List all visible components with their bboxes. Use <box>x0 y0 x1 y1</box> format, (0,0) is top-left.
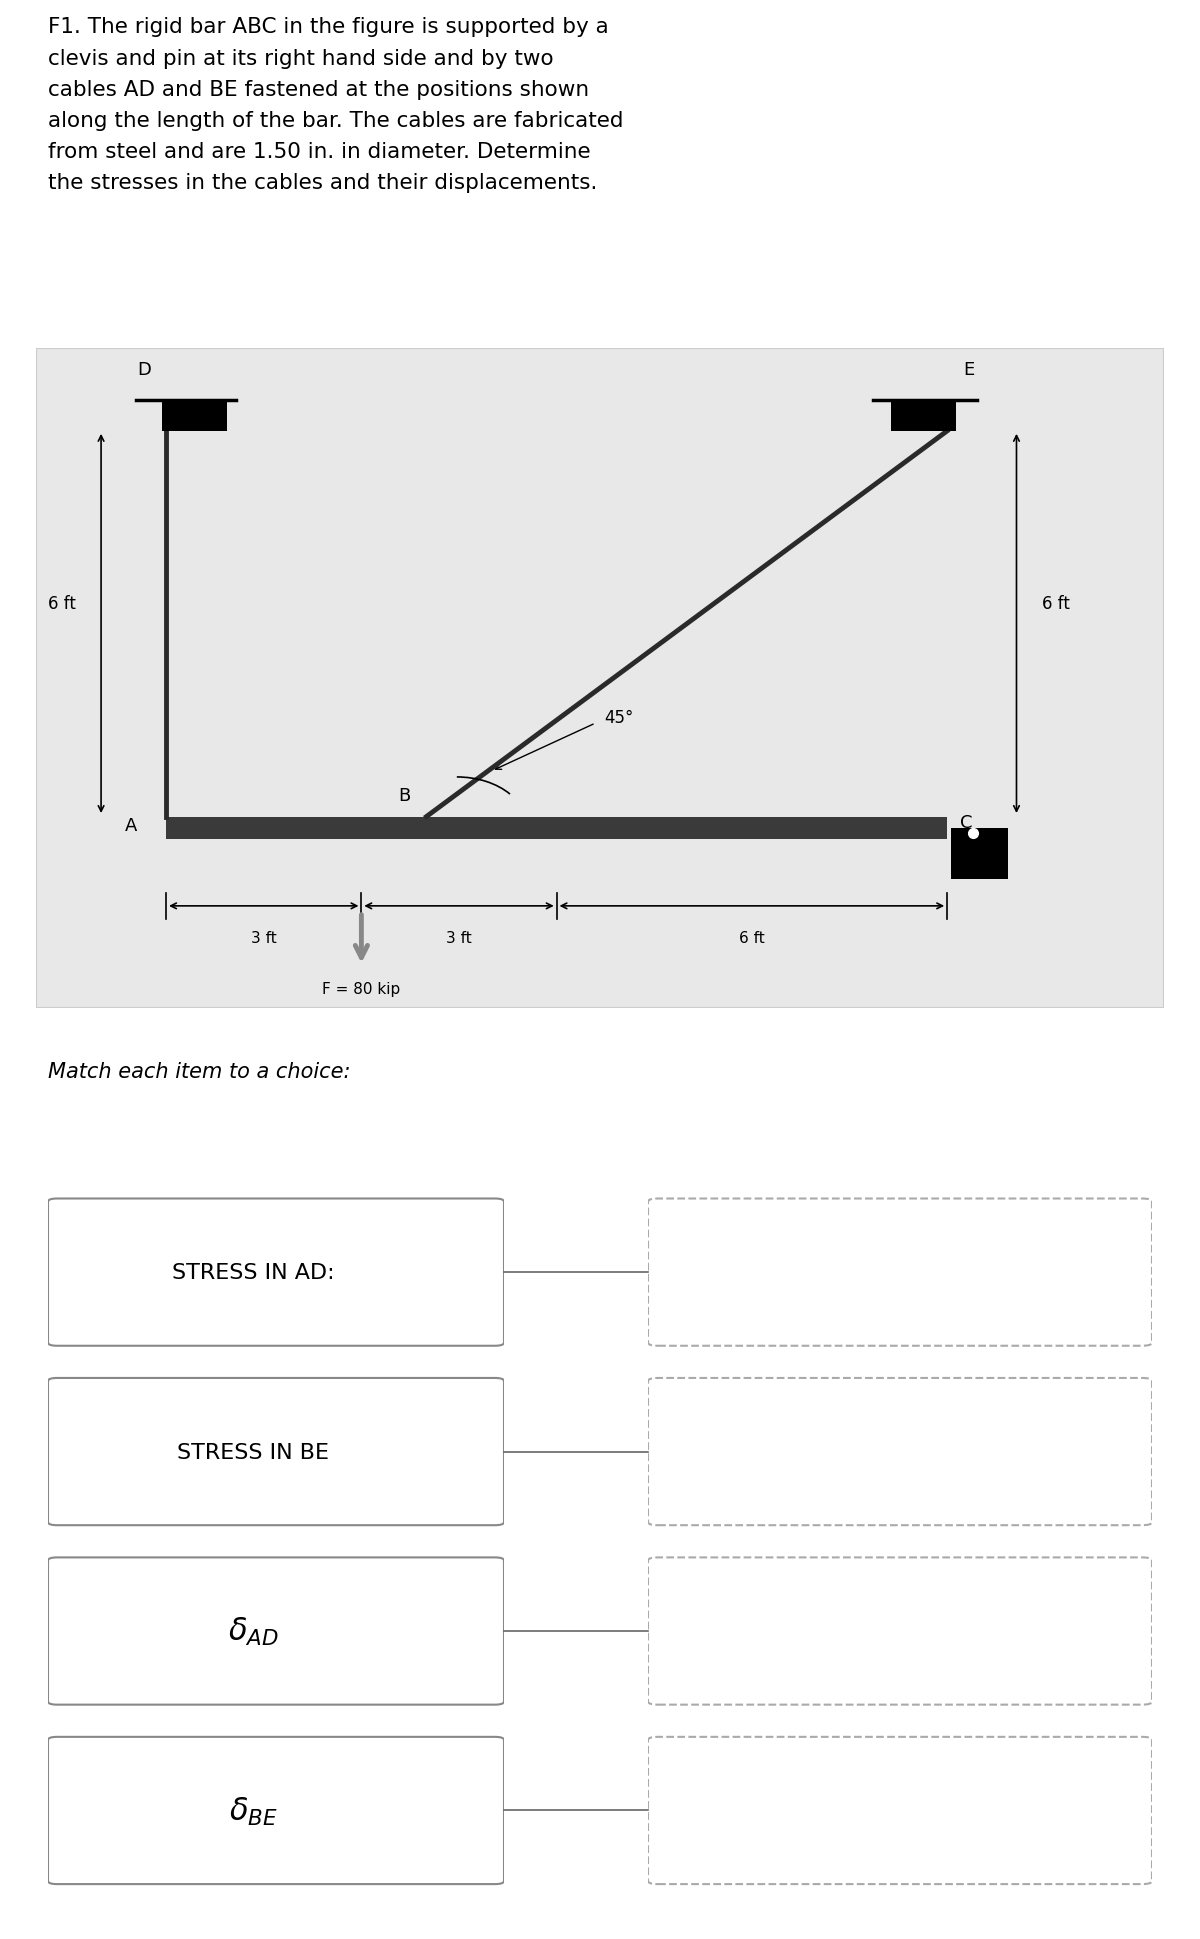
Text: STRESS IN AD:: STRESS IN AD: <box>172 1262 335 1282</box>
FancyBboxPatch shape <box>648 1379 1152 1526</box>
Text: Match each item to a choice:: Match each item to a choice: <box>48 1063 350 1082</box>
Text: 3 ft: 3 ft <box>446 931 472 946</box>
Text: A: A <box>125 816 138 834</box>
FancyBboxPatch shape <box>648 1198 1152 1346</box>
Bar <box>952 828 1008 880</box>
FancyBboxPatch shape <box>648 1737 1152 1885</box>
FancyBboxPatch shape <box>48 1379 504 1526</box>
FancyBboxPatch shape <box>48 1198 504 1346</box>
Text: STRESS IN BE: STRESS IN BE <box>178 1443 329 1462</box>
Text: C: C <box>960 814 972 832</box>
Text: $\delta_{AD}$: $\delta_{AD}$ <box>228 1615 278 1648</box>
Bar <box>166 816 947 840</box>
Text: 6 ft: 6 ft <box>1042 595 1069 613</box>
Text: 6 ft: 6 ft <box>48 595 76 613</box>
Text: D: D <box>138 361 151 378</box>
FancyBboxPatch shape <box>48 1737 504 1885</box>
Text: F = 80 kip: F = 80 kip <box>323 981 401 997</box>
FancyBboxPatch shape <box>48 1557 504 1704</box>
FancyBboxPatch shape <box>648 1557 1152 1704</box>
Text: $\delta_{BE}$: $\delta_{BE}$ <box>229 1794 277 1827</box>
Text: F1. The rigid bar ABC in the figure is supported by a
clevis and pin at its righ: F1. The rigid bar ABC in the figure is s… <box>48 17 624 194</box>
Bar <box>890 401 955 432</box>
Text: 3 ft: 3 ft <box>251 931 277 946</box>
Text: E: E <box>964 361 974 378</box>
Text: B: B <box>398 787 410 805</box>
Text: 45°: 45° <box>605 708 634 727</box>
Text: 6 ft: 6 ft <box>739 931 764 946</box>
Bar <box>162 401 227 432</box>
